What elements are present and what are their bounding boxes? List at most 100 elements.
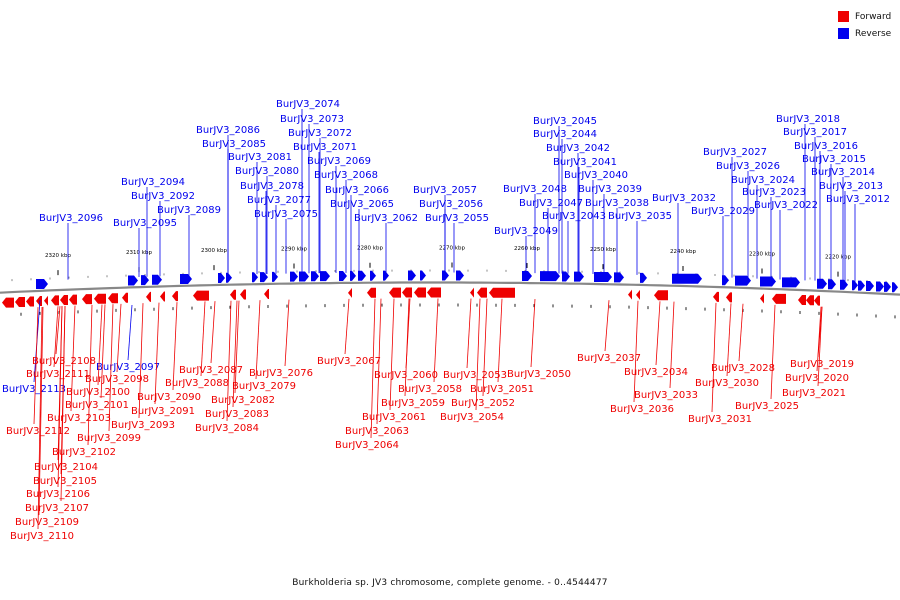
forward-gene-arrow [108,293,118,304]
forward-gene-label: BurJV3_2101 [65,400,129,411]
forward-gene-leader [475,298,481,411]
forward-gene-label: BurJV3_2033 [634,390,698,401]
reverse-gene-arrow [852,280,858,291]
forward-gene-label: BurJV3_2079 [232,381,296,392]
forward-gene-label: BurJV3_2111 [26,369,90,380]
forward-gene-label: BurJV3_2037 [577,353,641,364]
reverse-gene-arrow [408,270,416,281]
forward-gene-arrow [798,294,806,305]
forward-gene-leader [389,298,395,411]
forward-gene-leader [108,304,114,432]
forward-gene-arrow [636,289,640,300]
forward-gene-leader [817,306,823,387]
forward-gene-label: BurJV3_2083 [205,409,269,420]
forward-gene-label: BurJV3_2021 [782,388,846,399]
reverse-gene-arrow [722,275,729,286]
reverse-gene-arrow [640,272,647,283]
reverse-gene-label: BurJV3_2078 [240,181,304,192]
forward-gene-arrow [69,294,77,305]
scale-label: 2320 kbp [45,253,71,259]
legend-item-reverse: Reverse [838,26,898,41]
scale-label: 2300 kbp [201,248,227,254]
reverse-gene-arrow [672,273,702,284]
scale-label: 2280 kbp [357,246,383,252]
chromosome-backbone [0,281,900,296]
reverse-gene-label: BurJV3_2012 [826,194,890,205]
forward-gene-leader [711,302,717,413]
scale-label: 2250 kbp [590,247,616,253]
forward-gene-leader [255,300,261,380]
reverse-gene-arrow [370,270,376,281]
reverse-gene-label: BurJV3_2015 [802,154,866,165]
forward-gene-label: BurJV3_2063 [345,426,409,437]
forward-gene-label: BurJV3_2052 [451,398,515,409]
forward-gene-arrow [389,287,401,298]
forward-gene-leader [97,304,103,386]
forward-gene-label: BurJV3_2098 [85,374,149,385]
forward-gene-label: BurJV3_2051 [470,384,534,395]
reverse-swatch [838,28,849,39]
reverse-gene-arrow [540,271,560,282]
reverse-gene-arrow [614,272,624,283]
forward-gene-arrow [36,296,42,307]
reverse-gene-label: BurJV3_2018 [776,114,840,125]
scale-label: 2220 kbp [825,255,851,261]
forward-gene-arrow [230,289,236,300]
forward-gene-label: BurJV3_2099 [77,433,141,444]
reverse-gene-label: BurJV3_2074 [276,99,340,110]
forward-gene-label: BurJV3_2103 [47,413,111,424]
forward-gene-leader [37,306,43,530]
forward-gene-label: BurJV3_2036 [610,404,674,415]
forward-gene-label: BurJV3_2058 [398,384,462,395]
forward-gene-arrow [713,291,719,302]
forward-gene-leader [200,301,206,377]
forward-gene-leader [226,300,232,422]
forward-gene-label: BurJV3_2019 [790,359,854,370]
scale-label: 2230 kbp [749,252,775,258]
reverse-gene-label: BurJV3_2048 [503,184,567,195]
reverse-gene-arrow [290,271,298,282]
forward-gene-leader [38,306,44,516]
forward-gene-leader [497,298,503,383]
reverse-gene-label: BurJV3_2085 [202,139,266,150]
reverse-gene-label: BurJV3_2027 [703,147,767,158]
forward-gene-arrow [814,295,820,306]
reverse-gene-label: BurJV3_2042 [546,143,610,154]
reverse-gene-arrow [574,271,584,282]
reverse-gene-arrow [892,282,898,293]
forward-gene-label: BurJV3_2106 [26,489,90,500]
forward-gene-arrow [772,293,786,304]
forward-gene-arrow [726,292,732,303]
forward-gene-arrow [628,289,632,300]
reverse-gene-arrow [311,271,319,282]
reverse-gene-arrow [522,270,532,281]
scale-label: 2290 kbp [281,247,307,253]
reverse-gene-arrow [252,272,258,283]
reverse-gene-label: BurJV3_2038 [585,198,649,209]
forward-gene-label: BurJV3_2067 [317,356,381,367]
reverse-gene-label: BurJV3_2035 [608,211,672,222]
reverse-gene-label: BurJV3_2068 [314,170,378,181]
reverse-gene-label: BurJV3_2081 [228,152,292,163]
forward-gene-label: BurJV3_2064 [335,440,399,451]
forward-gene-arrow [264,289,269,300]
legend: Forward Reverse [838,9,898,43]
forward-gene-leader [55,306,61,355]
forward-gene-label: BurJV3_2025 [735,401,799,412]
forward-gene-label: BurJV3_2028 [711,363,775,374]
forward-gene-label: BurJV3_2087 [179,365,243,376]
reverse-gene-arrow [562,271,570,282]
reverse-gene-label: BurJV3_2113 [2,384,66,395]
forward-gene-leader [344,298,350,355]
forward-gene-leader [232,300,238,408]
forward-gene-arrow [26,296,34,307]
reverse-gene-leader [127,304,133,361]
forward-gene-arrow [94,293,106,304]
reverse-gene-label: BurJV3_2045 [533,116,597,127]
forward-gene-label: BurJV3_2020 [785,373,849,384]
reverse-gene-label: BurJV3_2077 [247,195,311,206]
reverse-gene-label: BurJV3_2047 [519,198,583,209]
reverse-gene-arrow [876,281,884,292]
reverse-gene-arrow [817,278,827,289]
reverse-gene-arrow [760,276,776,287]
